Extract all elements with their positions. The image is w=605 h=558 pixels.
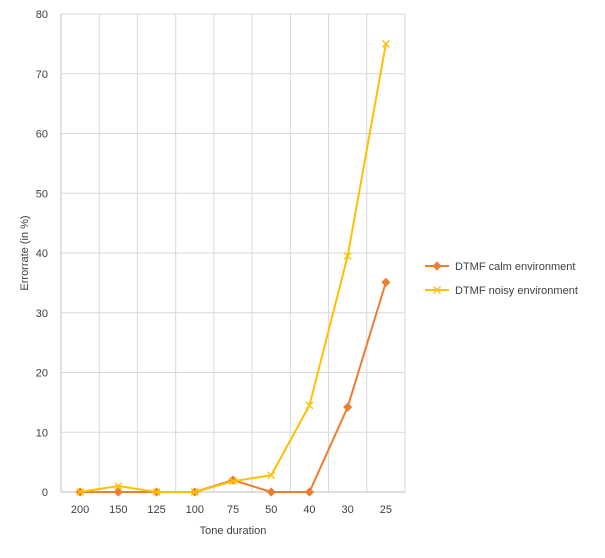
y-tick-label: 50 [36, 188, 48, 200]
y-tick-label: 60 [36, 129, 48, 141]
data-point-diamond [113, 487, 123, 497]
y-tick-label: 30 [36, 308, 48, 320]
x-tick-label: 75 [227, 504, 239, 516]
data-point-diamond [432, 261, 442, 271]
grid [61, 13, 406, 492]
data-point-x [190, 488, 199, 496]
x-tick-label: 30 [342, 504, 354, 516]
tick-labels: 0 10 20 30 40 50 60 70 80 200 150 125 100 75 50 40 30 25 [36, 9, 392, 516]
y-tick-label: 10 [36, 427, 48, 439]
data-point-x [76, 488, 85, 496]
legend-label: DTMF calm environment [455, 261, 575, 273]
y-tick-label: 0 [42, 487, 48, 499]
legend: DTMF calm environment DTMF noisy environm… [425, 261, 578, 297]
series [75, 39, 391, 497]
x-tick-label: 125 [147, 504, 165, 516]
x-tick-label: 150 [109, 504, 127, 516]
y-tick-label: 40 [36, 248, 48, 260]
y-tick-label: 80 [36, 9, 48, 21]
x-axis-title: Tone duration [200, 525, 267, 537]
data-point-x [152, 488, 161, 496]
x-tick-label: 50 [265, 504, 277, 516]
y-tick-label: 70 [36, 69, 48, 81]
x-tick-label: 100 [186, 504, 204, 516]
data-point-diamond [381, 277, 391, 287]
x-tick-label: 40 [303, 504, 315, 516]
data-point-x [267, 471, 276, 480]
data-point-diamond [304, 487, 315, 497]
y-tick-label: 20 [36, 368, 48, 380]
x-tick-label: 25 [380, 504, 392, 516]
data-point-x [433, 286, 441, 294]
series-line-1 [80, 281, 387, 493]
data-point-x [305, 401, 314, 410]
data-point-x [343, 252, 352, 260]
x-tick-label: 200 [71, 504, 89, 516]
data-point-x [114, 482, 123, 490]
data-point-diamond [343, 402, 353, 412]
data-point-diamond [266, 487, 276, 497]
legend-label: DTMF noisy environment [455, 285, 578, 297]
data-point-x [229, 477, 237, 486]
y-axis-title: Errorrate (in %) [19, 215, 31, 290]
data-point-x [381, 39, 390, 48]
